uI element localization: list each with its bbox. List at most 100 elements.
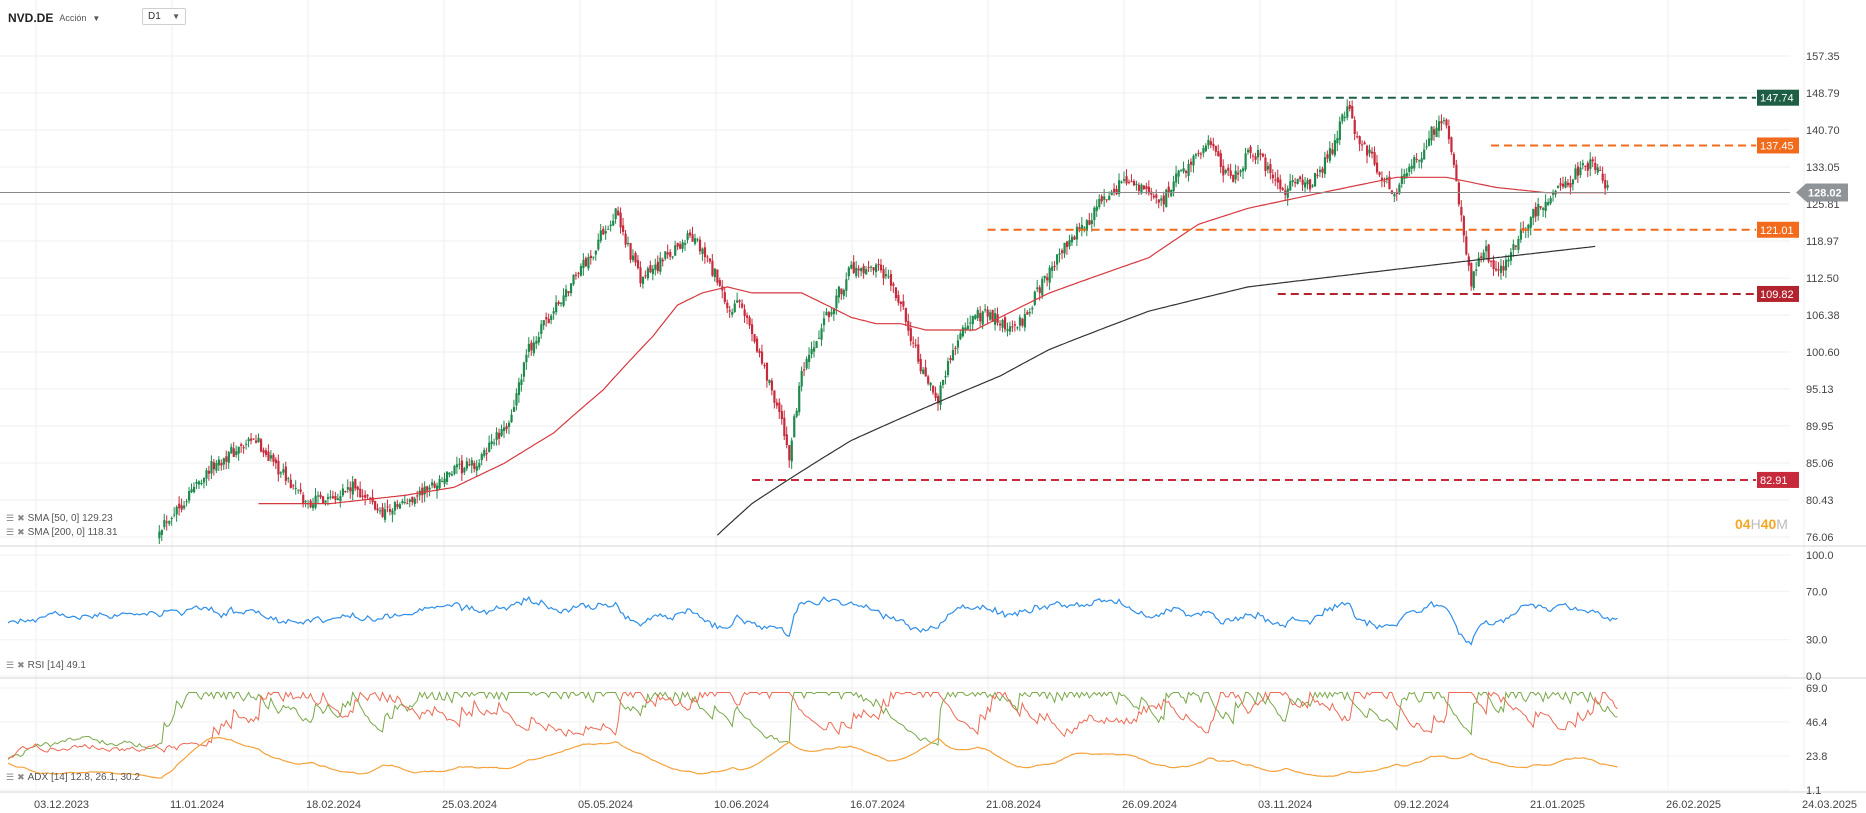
candle-body: [1606, 185, 1609, 188]
candle-body: [1368, 149, 1371, 154]
date-tick-label: 21.08.2024: [986, 799, 1041, 811]
candle-body: [877, 264, 880, 266]
candle-body: [795, 410, 798, 417]
level-label: 109.82: [1760, 289, 1794, 301]
candle-body: [1413, 157, 1416, 169]
candle: [815, 340, 818, 349]
candle: [1504, 254, 1508, 278]
candle: [1351, 100, 1354, 119]
candle-body: [971, 316, 974, 325]
candle-body: [212, 462, 216, 470]
candle-body: [934, 392, 937, 398]
rsi-line: [7, 596, 1618, 646]
candle-body: [304, 501, 307, 503]
candle: [1137, 182, 1141, 196]
candle: [1378, 171, 1381, 178]
candle-body: [817, 337, 821, 339]
candle: [183, 500, 186, 511]
candle: [579, 263, 583, 277]
candle-body: [488, 442, 491, 452]
timeframe-select[interactable]: D1 ▼: [142, 8, 186, 25]
candle-body: [887, 276, 890, 278]
candle-body: [889, 273, 893, 286]
candle-body: [656, 261, 659, 272]
candle-body: [1549, 198, 1552, 204]
candle: [317, 491, 320, 505]
settings-icon[interactable]: ☰: [6, 660, 15, 670]
candle-body: [478, 463, 481, 468]
candle-body: [1361, 144, 1364, 146]
candle-body: [1123, 179, 1126, 181]
candle-body: [197, 481, 201, 485]
candle: [1569, 175, 1572, 195]
candle-body: [1185, 171, 1188, 174]
candle-body: [470, 460, 473, 466]
close-icon[interactable]: ✖: [17, 527, 25, 537]
candle-body: [1202, 147, 1205, 154]
candle-body: [393, 502, 397, 511]
candle: [1157, 199, 1160, 209]
settings-icon[interactable]: ☰: [6, 527, 15, 537]
candle: [1564, 176, 1567, 189]
candle: [188, 487, 191, 504]
candle-body: [1239, 170, 1242, 173]
candle-body: [1423, 149, 1426, 160]
close-icon[interactable]: ✖: [17, 772, 25, 782]
candle-body: [731, 312, 734, 315]
candle-body: [989, 312, 992, 320]
candle-body: [560, 302, 563, 304]
candle: [949, 355, 952, 364]
candle-body: [825, 311, 828, 316]
candle: [1299, 175, 1302, 183]
date-tick-label: 03.11.2024: [1258, 799, 1312, 811]
close-icon[interactable]: ✖: [17, 513, 25, 523]
candle: [1013, 320, 1017, 332]
candle-body: [359, 488, 362, 498]
candle-body: [235, 451, 238, 455]
candle-body: [788, 445, 791, 461]
close-icon[interactable]: ✖: [17, 660, 25, 670]
price-tick-label: 106.38: [1806, 310, 1840, 322]
settings-icon[interactable]: ☰: [6, 772, 15, 782]
symbol-dropdown-icon[interactable]: ▼: [92, 13, 101, 23]
candle-body: [1207, 139, 1210, 146]
candle: [805, 356, 808, 370]
candle: [726, 299, 729, 313]
candle: [661, 257, 664, 267]
candle-body: [565, 289, 568, 297]
candle-body: [679, 244, 682, 249]
candle-body: [480, 454, 483, 461]
candle: [336, 493, 340, 501]
candle: [614, 208, 617, 224]
candle-body: [1266, 165, 1270, 170]
candle: [1318, 166, 1322, 178]
candle: [289, 473, 292, 489]
date-tick-label: 11.01.2024: [170, 799, 224, 811]
candle: [1507, 255, 1510, 268]
candle: [1423, 142, 1426, 160]
candle: [656, 255, 659, 274]
candle-body: [1152, 195, 1155, 198]
candle: [202, 477, 206, 489]
candle-body: [458, 463, 461, 465]
candle: [344, 490, 347, 494]
settings-icon[interactable]: ☰: [6, 513, 15, 523]
candle-body: [403, 502, 406, 504]
candle: [879, 259, 883, 273]
candle: [1001, 318, 1004, 333]
symbol-name[interactable]: NVD.DE: [8, 11, 54, 25]
candle: [1271, 169, 1274, 184]
candle: [584, 256, 588, 268]
candle: [1172, 175, 1175, 197]
candle: [845, 272, 848, 298]
candle: [1028, 308, 1031, 317]
candle: [1003, 314, 1007, 333]
date-tick-label: 21.01.2025: [1530, 799, 1585, 811]
candle-body: [190, 489, 193, 493]
candle: [1259, 149, 1262, 161]
candle: [1123, 171, 1126, 184]
candle-body: [914, 344, 917, 346]
level-label: 137.45: [1760, 140, 1794, 152]
candle-body: [1445, 119, 1448, 126]
